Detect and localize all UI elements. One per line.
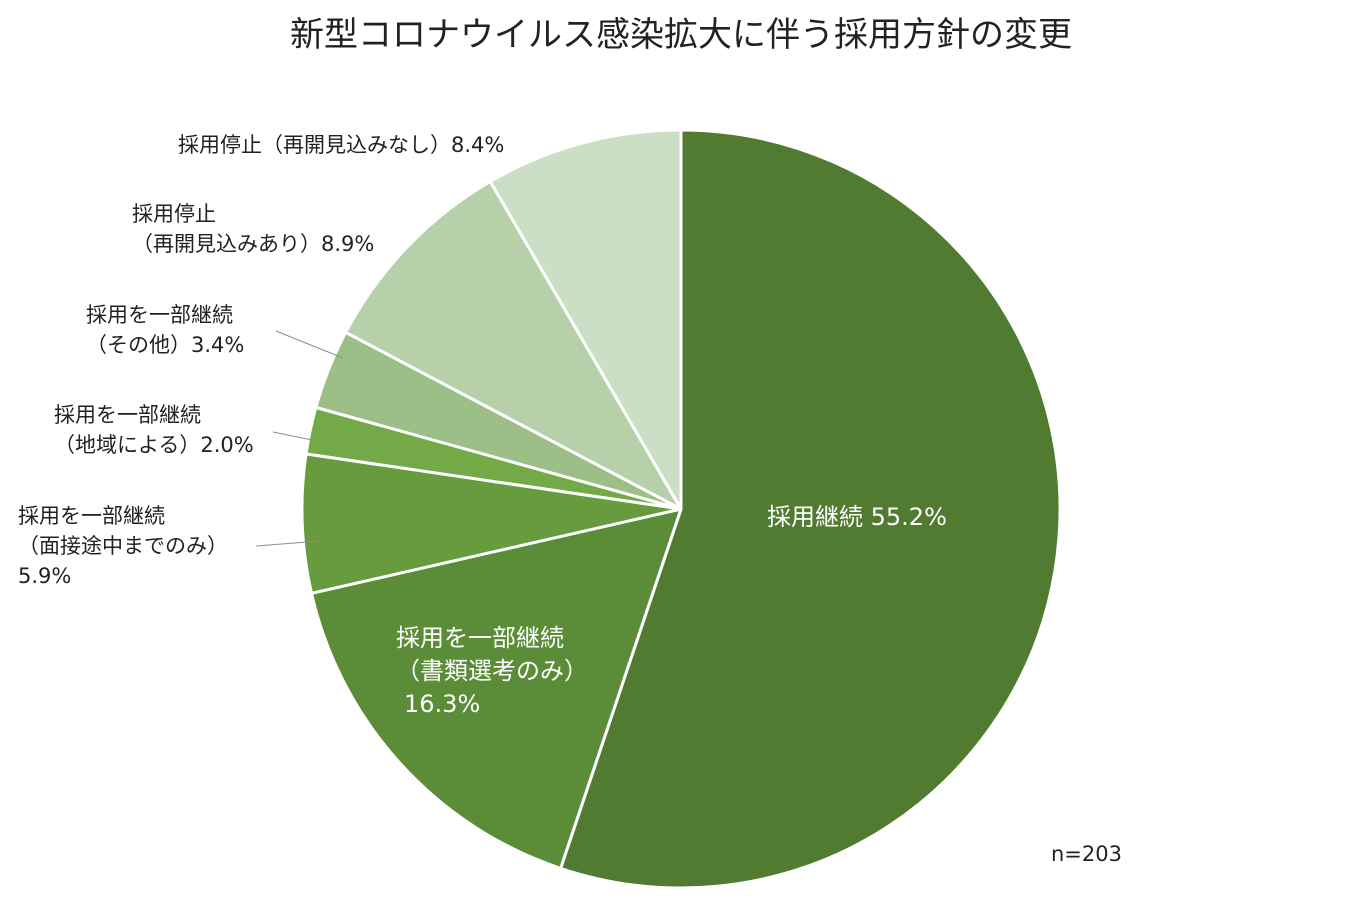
- slice-label-line: （面接途中までのみ）: [18, 534, 228, 558]
- slice-label: 採用を一部継続 （その他）3.4%: [86, 303, 244, 357]
- pie-slice: [300, 452, 683, 595]
- slice-label-line: （書類選考のみ）: [396, 657, 588, 685]
- slice-label-line: （地域による）2.0%: [54, 433, 254, 457]
- slice-label-line: 採用を一部継続: [86, 303, 233, 327]
- leader-line: [255, 540, 321, 547]
- slice-label: 採用を一部継続 （書類選考のみ） 16.3%: [396, 624, 588, 718]
- leader-line: [272, 431, 313, 441]
- pie-slices: [300, 128, 1062, 890]
- slice-label-line: 採用を一部継続: [396, 624, 564, 652]
- slice-label-line: （その他）3.4%: [86, 333, 244, 357]
- slice-label: 採用を一部継続 （面接途中までのみ） 5.9%: [18, 504, 228, 588]
- slice-label-line: （再開見込みあり）8.9%: [132, 232, 374, 256]
- slice-label-line: 採用停止（再開見込みなし）8.4%: [178, 133, 504, 157]
- slice-label-line: 16.3%: [404, 690, 480, 718]
- slice-label: 採用停止 （再開見込みあり）8.9%: [132, 202, 374, 256]
- slice-label: 採用を一部継続 （地域による）2.0%: [54, 403, 254, 457]
- leader-lines: [255, 330, 344, 547]
- slice-label: 採用停止（再開見込みなし）8.4%: [178, 133, 504, 157]
- pie-slice: [344, 179, 683, 511]
- slice-label-line: 採用を一部継続: [54, 403, 201, 427]
- leader-line: [275, 330, 344, 359]
- pie-slice: [559, 128, 1062, 890]
- chart-title: 新型コロナウイルス感染拡大に伴う採用方針の変更: [290, 15, 1072, 55]
- slice-label-line: 採用停止: [132, 202, 216, 226]
- slice-label-line: 採用を一部継続: [18, 504, 165, 528]
- pie-slice: [488, 128, 683, 511]
- slice-label-line: 5.9%: [18, 564, 71, 588]
- slice-label: 採用継続 55.2%: [767, 503, 947, 531]
- pie-slice: [310, 507, 683, 870]
- slice-labels: 採用継続 55.2% 採用を一部継続 （書類選考のみ） 16.3% 採用を一部継続 （面接…: [18, 133, 947, 718]
- sample-size-note: n=203: [1051, 842, 1122, 866]
- slice-label-line: 採用継続 55.2%: [767, 503, 947, 531]
